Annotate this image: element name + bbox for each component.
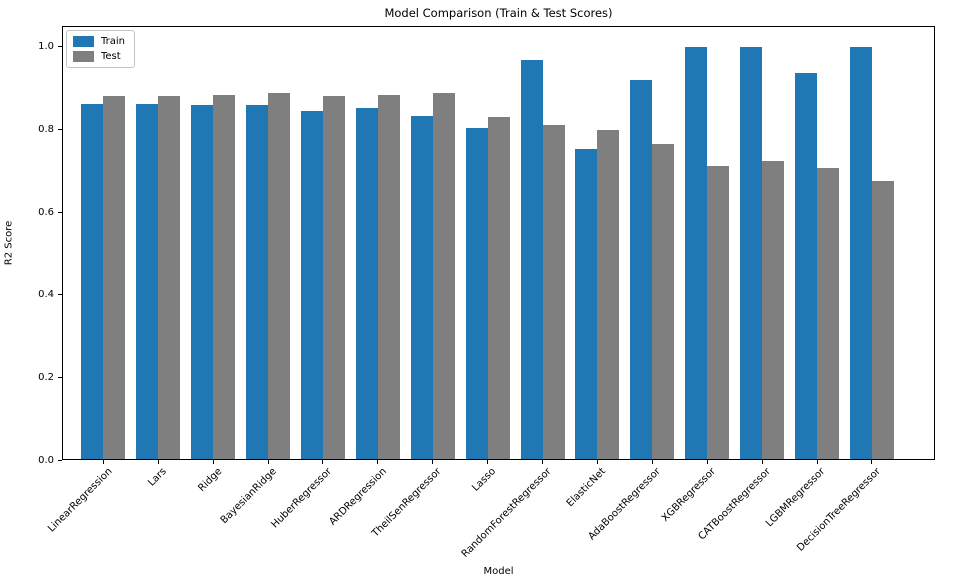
test-bar — [817, 168, 839, 459]
y-tick-mark — [58, 211, 62, 213]
y-tick-mark — [58, 459, 62, 461]
train-bar — [575, 149, 598, 459]
x-tick-label: LGBMRegressor — [764, 466, 828, 530]
x-tick-mark — [267, 460, 269, 464]
test-bar — [597, 130, 620, 459]
test-bar — [432, 93, 455, 459]
train-bar — [410, 115, 433, 459]
y-tick-mark — [58, 376, 62, 378]
test-bar — [707, 165, 730, 459]
x-tick-mark — [761, 460, 763, 464]
x-tick-mark — [816, 460, 818, 464]
y-tick-label: 0.0 — [38, 454, 54, 466]
x-tick-mark — [871, 460, 873, 464]
train-bar — [81, 104, 104, 459]
x-tick-label: BayesianRidge — [218, 466, 279, 527]
test-bar — [268, 92, 290, 459]
train-bar — [685, 47, 708, 459]
train-bar — [740, 47, 763, 459]
x-tick-mark — [432, 460, 434, 464]
x-tick-mark — [487, 460, 489, 464]
x-tick-mark — [102, 460, 104, 464]
chart-title: Model Comparison (Train & Test Scores) — [384, 6, 613, 20]
test-bar — [158, 96, 181, 459]
x-tick-mark — [157, 460, 159, 464]
legend-swatch-icon — [73, 36, 94, 47]
test-bar — [487, 116, 510, 459]
legend-swatch-icon — [73, 51, 94, 62]
x-tick-mark — [542, 460, 543, 464]
x-tick-mark — [706, 460, 708, 464]
y-tick-label: 0.8 — [38, 123, 54, 135]
x-tick-label: Ridge — [195, 466, 224, 494]
test-bar — [652, 144, 675, 459]
legend: Train Test — [66, 30, 135, 68]
legend-item: Train — [73, 36, 125, 47]
test-bar — [103, 96, 126, 459]
x-tick-mark — [322, 460, 324, 464]
y-tick-label: 0.4 — [38, 289, 54, 301]
x-tick-label: HuberRegressor — [269, 466, 334, 531]
y-axis-label: R2 Score — [3, 220, 15, 266]
legend-item: Test — [73, 51, 125, 62]
y-tick-mark — [58, 46, 62, 48]
y-tick-label: 0.2 — [38, 371, 54, 383]
train-bar — [136, 104, 159, 459]
test-bar — [322, 96, 345, 459]
x-tick-label: ARDRegression — [326, 466, 389, 528]
train-bar — [246, 104, 268, 459]
x-tick-label: XGBRegressor — [659, 466, 718, 525]
test-bar — [542, 125, 565, 459]
train-bar — [630, 79, 653, 459]
train-bar — [520, 60, 543, 459]
x-tick-label: LinearRegression — [45, 466, 115, 535]
x-tick-mark — [212, 460, 214, 464]
y-tick-label: 1.0 — [38, 41, 54, 53]
x-tick-label: ElasticNet — [564, 466, 609, 510]
train-bar — [355, 107, 378, 459]
x-tick-label: Lasso — [470, 466, 499, 494]
train-bar — [300, 110, 323, 459]
test-bar — [762, 161, 785, 459]
plot-area — [62, 26, 935, 460]
x-axis-label: Model — [483, 566, 514, 577]
x-tick-mark — [377, 460, 379, 464]
y-tick-label: 0.6 — [38, 206, 54, 218]
test-bar — [871, 181, 894, 459]
x-tick-label: Lars — [146, 466, 169, 489]
legend-label: Test — [101, 51, 121, 62]
legend-label: Train — [101, 36, 125, 47]
y-tick-mark — [58, 128, 62, 130]
test-bar — [213, 94, 236, 459]
train-bar — [465, 127, 488, 459]
test-bar — [377, 94, 400, 459]
x-tick-label: RandomForestRegressor — [459, 466, 554, 560]
train-bar — [795, 72, 817, 459]
x-tick-mark — [651, 460, 653, 464]
train-bar — [191, 104, 214, 459]
y-tick-mark — [58, 294, 62, 296]
train-bar — [849, 47, 872, 459]
x-tick-mark — [596, 460, 598, 464]
